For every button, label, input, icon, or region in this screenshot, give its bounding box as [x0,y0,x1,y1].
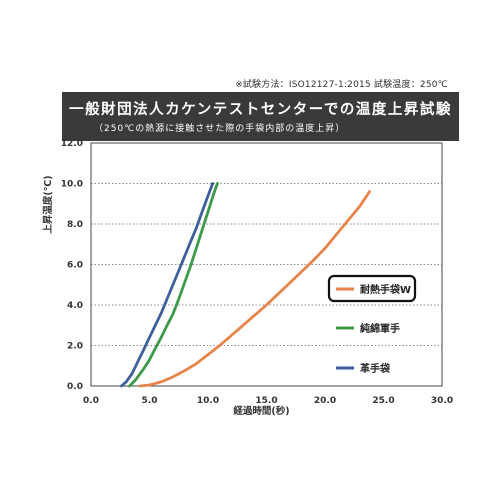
x-tick-label: 0.0 [83,396,99,406]
y-tick-label: 8.0 [67,220,83,230]
y-tick-label: 4.0 [67,301,83,311]
legend-label: 純綿軍手 [360,322,400,335]
series-line [128,182,219,388]
series-line [138,190,371,388]
test-method-note: ※試験方法：ISO12127-1:2015 試験温度：250℃ [235,80,448,90]
legend-label: 耐熱手袋W [360,283,411,296]
y-tick-label: 2.0 [67,342,83,352]
x-tick-label: 20.0 [314,396,336,406]
x-tick-label: 5.0 [142,396,158,406]
chart-subtitle: （250℃の熱源に接触させた際の手袋内部の温度上昇） [94,124,346,134]
title-banner: 一般財団法人カケンテストセンターでの温度上昇試験 （250℃の熱源に接触させた際… [62,92,459,141]
x-axis-label: 経過時間(秒) [233,405,289,417]
y-tick-label: 12.0 [61,139,83,149]
x-tick-label: 25.0 [372,396,394,406]
x-tick-label: 15.0 [255,396,277,406]
legend-label: 革手袋 [360,362,391,375]
y-tick-label: 0.0 [67,382,83,392]
y-tick-label: 10.0 [61,180,83,190]
legend-highlight-box [327,274,417,303]
x-tick-label: 10.0 [197,396,219,406]
x-tick-label: 30.0 [431,396,453,406]
chart-title: 一般財団法人カケンテストセンターでの温度上昇試験 [69,102,452,118]
y-tick-label: 6.0 [67,261,83,271]
y-axis-label: 上昇温度(℃) [42,175,54,233]
series-line [120,182,215,388]
